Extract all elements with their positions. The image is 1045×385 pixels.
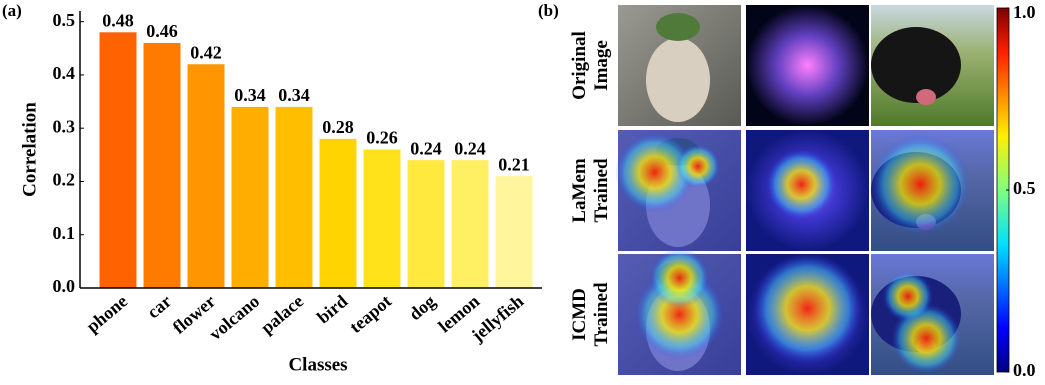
image-tile — [614, 130, 741, 251]
y-tick-label: 0.5 — [53, 10, 76, 30]
x-tick-label: phone — [82, 291, 131, 337]
y-tick-label: 0.1 — [53, 223, 76, 243]
heatmap-spot — [766, 149, 837, 220]
bar — [99, 32, 137, 288]
y-tick-label: 0.4 — [53, 63, 76, 83]
y-axis-title: Correlation — [19, 102, 40, 197]
image-tile — [746, 5, 869, 126]
bar — [407, 160, 445, 288]
row-label-line: ICMD — [569, 288, 590, 341]
panel-label: (b) — [538, 1, 559, 20]
x-tick-label: car — [143, 291, 175, 322]
bar — [143, 42, 181, 288]
heatmap-spot — [752, 253, 863, 364]
value-label: 0.26 — [366, 128, 398, 148]
value-label: 0.48 — [102, 10, 134, 30]
heatmap-spot — [870, 134, 971, 235]
image-object — [646, 38, 710, 122]
image-object — [656, 13, 700, 41]
y-tick-label: 0.2 — [53, 170, 76, 190]
image-tile — [618, 248, 741, 375]
value-label: 0.34 — [234, 85, 266, 105]
bar — [451, 160, 489, 288]
x-tick-label: dog — [405, 291, 439, 324]
row-label-line: Trained — [591, 158, 612, 222]
bar — [231, 106, 269, 288]
colorbar-tick-label: 0.0 — [1013, 360, 1036, 380]
bar — [495, 176, 533, 288]
image-tile — [618, 5, 741, 126]
image — [746, 5, 869, 126]
value-label: 0.46 — [146, 21, 178, 41]
y-tick-label: 0.0 — [53, 276, 76, 296]
row-label-line: Original — [569, 31, 590, 100]
panel-label: (a) — [2, 1, 22, 20]
image-tile — [871, 254, 994, 375]
image-tile — [746, 253, 869, 375]
image-tile — [871, 5, 994, 126]
row-label-line: LaMem — [569, 158, 590, 223]
heatmap-spot — [649, 248, 710, 309]
value-label: 0.34 — [278, 85, 310, 105]
x-tick-label: volcano — [205, 291, 263, 344]
x-axis-title: Classes — [288, 354, 347, 375]
bar — [187, 64, 225, 289]
value-label: 0.28 — [322, 117, 354, 137]
row-label: ICMDTrained — [569, 282, 612, 346]
value-label: 0.42 — [190, 42, 222, 62]
image-object — [916, 89, 936, 105]
heatmap-spot — [882, 271, 933, 322]
heatmap-spot — [675, 144, 720, 189]
colorbar-tick-label: 0.5 — [1013, 178, 1036, 198]
image-tile — [746, 130, 869, 251]
row-label: OriginalImage — [569, 31, 612, 100]
bar — [275, 106, 313, 288]
heatmap-spot — [614, 132, 695, 213]
y-tick-label: 0.3 — [53, 116, 76, 136]
image-object — [871, 27, 961, 103]
bar — [319, 138, 357, 288]
row-label: LaMemTrained — [569, 158, 612, 223]
value-label: 0.24 — [410, 138, 442, 158]
x-tick-label: teapot — [346, 291, 396, 337]
value-label: 0.21 — [498, 154, 530, 174]
colorbar-tick-label: 1.0 — [1013, 2, 1036, 22]
bar — [363, 149, 401, 288]
value-label: 0.24 — [454, 138, 486, 158]
row-label-line: Trained — [591, 282, 612, 346]
image-tile — [870, 130, 994, 251]
x-tick-label: palace — [257, 291, 307, 338]
row-label-line: Image — [591, 40, 612, 91]
